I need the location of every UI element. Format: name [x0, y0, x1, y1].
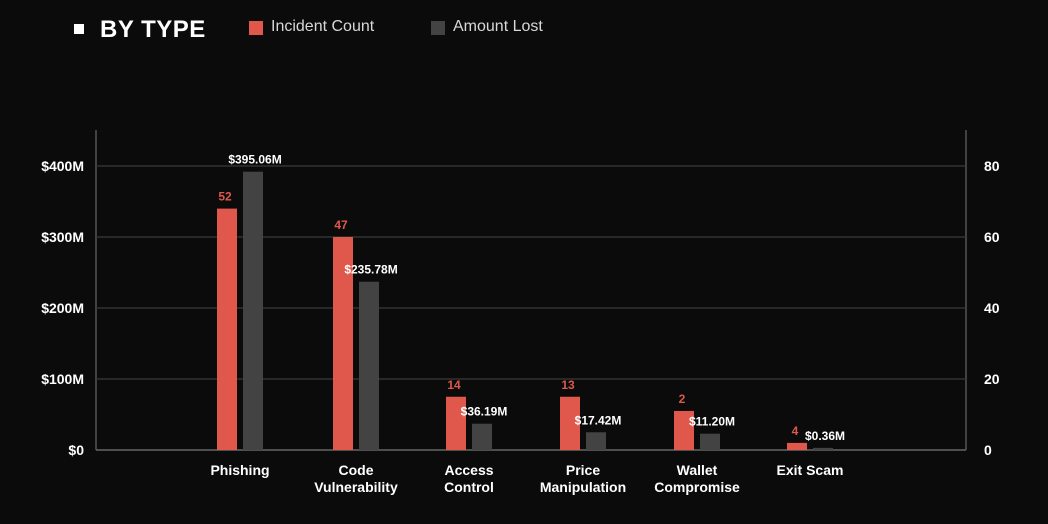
- bar-incident-count: [674, 410, 694, 450]
- legend-swatch-incident-count: [249, 21, 263, 35]
- data-label-incident-count: 13: [561, 378, 575, 392]
- data-label-amount-lost: $395.06M: [228, 153, 281, 167]
- bar-amount-lost: [243, 171, 263, 450]
- x-category-label: Exit Scam: [777, 462, 844, 478]
- data-label-amount-lost: $17.42M: [575, 413, 622, 427]
- legend-label-amount-lost: Amount Lost: [453, 18, 543, 35]
- data-label-amount-lost: $235.78M: [344, 263, 397, 277]
- bar-amount-lost: [813, 447, 833, 450]
- x-category-label: Vulnerability: [314, 479, 398, 495]
- bar-incident-count: [446, 396, 466, 450]
- x-category-label: Compromise: [654, 479, 740, 495]
- data-label-amount-lost: $0.36M: [805, 429, 845, 443]
- legend-label-incident-count: Incident Count: [271, 18, 375, 35]
- bar-amount-lost: [586, 432, 606, 450]
- y-left-tick-label: $0: [68, 442, 84, 458]
- x-category-label: Code: [339, 462, 374, 478]
- data-label-amount-lost: $36.19M: [461, 405, 508, 419]
- legend-swatch-amount-lost: [431, 21, 445, 35]
- x-category-label: Access: [444, 462, 493, 478]
- chart-header: BY TYPE Incident Count Amount Lost: [0, 0, 1048, 60]
- chart-title: BY TYPE: [100, 16, 206, 43]
- y-right-tick-label: 80: [984, 158, 1000, 174]
- y-left-tick-label: $100M: [41, 371, 84, 387]
- y-left-tick-label: $200M: [41, 300, 84, 316]
- y-right-tick-label: 0: [984, 442, 992, 458]
- data-label-incident-count: 2: [679, 392, 686, 406]
- x-category-label: Control: [444, 479, 494, 495]
- x-category-label: Wallet: [677, 462, 718, 478]
- data-label-amount-lost: $11.20M: [689, 415, 735, 429]
- y-right-tick-label: 60: [984, 229, 1000, 245]
- y-right-tick-label: 20: [984, 371, 1000, 387]
- bar-amount-lost: [700, 433, 720, 450]
- bar-amount-lost: [472, 423, 492, 450]
- bar-incident-count: [333, 237, 353, 450]
- y-left-tick-label: $300M: [41, 229, 84, 245]
- data-label-incident-count: 4: [792, 424, 799, 438]
- bar-incident-count: [560, 396, 580, 450]
- bar-incident-count: [217, 208, 237, 450]
- data-label-incident-count: 47: [334, 218, 348, 232]
- title-bullet-icon: [74, 24, 84, 34]
- data-label-incident-count: 52: [218, 190, 232, 204]
- x-category-label: Price: [566, 462, 600, 478]
- y-left-tick-label: $400M: [41, 158, 84, 174]
- x-category-label: Phishing: [210, 462, 269, 478]
- data-label-incident-count: 14: [447, 378, 461, 392]
- bar-incident-count: [787, 442, 807, 450]
- bar-amount-lost: [359, 281, 379, 450]
- y-right-tick-label: 40: [984, 300, 1000, 316]
- x-category-label: Manipulation: [540, 479, 626, 495]
